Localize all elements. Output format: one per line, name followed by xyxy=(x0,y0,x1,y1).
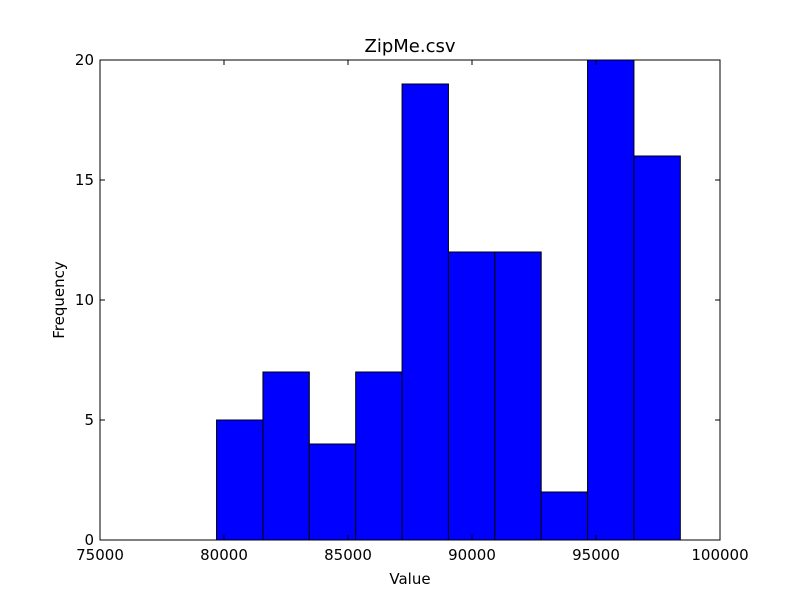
ticks-layer: 75000 80000 85000 90000 95000 100000 0 5 10 15 20 xyxy=(75,51,749,564)
y-axis-label: Frequency xyxy=(50,261,68,339)
bars-layer xyxy=(216,59,681,541)
histogram-bar-1 xyxy=(216,419,264,541)
y-tick-label: 10 xyxy=(75,291,94,309)
y-tick-label: 20 xyxy=(75,51,94,69)
x-tick-label: 100000 xyxy=(691,546,748,564)
histogram-bar-6 xyxy=(447,251,496,541)
x-axis-label: Value xyxy=(389,570,430,588)
histogram-bar-7 xyxy=(494,251,542,541)
histogram-bar-8 xyxy=(540,491,589,541)
histogram-bar-5 xyxy=(401,83,449,541)
y-tick-label: 15 xyxy=(75,171,94,189)
x-tick-label: 85000 xyxy=(324,546,372,564)
y-tick-label: 5 xyxy=(84,411,94,429)
histogram-bar-10 xyxy=(633,155,681,541)
histogram-bar-2 xyxy=(262,371,310,541)
chart-title: ZipMe.csv xyxy=(364,36,455,57)
histogram-bar-4 xyxy=(355,371,403,541)
x-tick-label: 80000 xyxy=(200,546,248,564)
y-tick-label: 0 xyxy=(84,531,94,549)
histogram-bar-3 xyxy=(308,443,357,541)
x-tick-label: 75000 xyxy=(76,546,124,564)
histogram-bar-9 xyxy=(587,59,635,541)
x-tick-label: 95000 xyxy=(572,546,620,564)
x-tick-label: 90000 xyxy=(448,546,496,564)
